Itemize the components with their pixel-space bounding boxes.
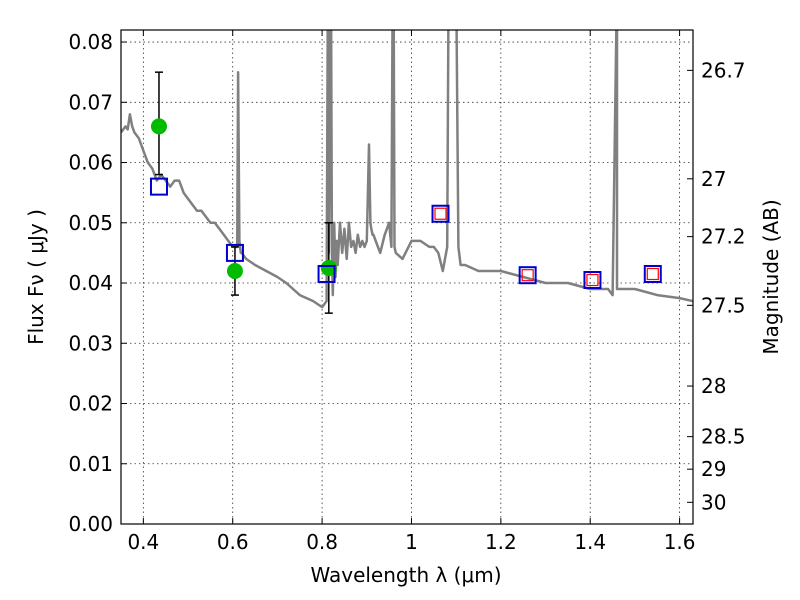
model-photometry-square-inner xyxy=(646,267,659,281)
right-tick-label: 30 xyxy=(701,490,726,514)
right-y-axis-label: Magnitude (AB) xyxy=(759,199,783,354)
model-photometry-square xyxy=(149,177,168,196)
right-tick-label: 28.5 xyxy=(701,425,746,449)
model-photometry-square xyxy=(225,243,244,262)
y-tick-label: 0.03 xyxy=(68,331,113,355)
y-tick-label: 0.04 xyxy=(68,271,113,295)
y-tick-label: 0.06 xyxy=(68,151,113,175)
model-photometry-square xyxy=(583,271,602,290)
y-tick-label: 0.02 xyxy=(68,392,113,416)
y-tick-label: 0.07 xyxy=(68,90,113,114)
observed-point xyxy=(150,118,167,135)
right-tick-label: 28 xyxy=(701,374,726,398)
plot-frame xyxy=(120,29,694,525)
model-photometry-square xyxy=(431,204,450,223)
grid-lines xyxy=(121,30,693,525)
model-spectrum-line xyxy=(121,30,693,309)
y-axis-label: Flux Fν ( μJy ) xyxy=(24,209,48,345)
model-photometry-square xyxy=(317,264,336,283)
right-tick-label: 29 xyxy=(701,457,726,481)
y-tick-label: 0.05 xyxy=(68,211,113,235)
y-tick-label: 0.00 xyxy=(68,512,113,536)
right-tick-label: 27 xyxy=(701,167,726,191)
right-tick-label: 27.2 xyxy=(701,225,746,249)
observed-point xyxy=(226,262,243,279)
y-tick-label: 0.01 xyxy=(68,452,113,476)
x-tick-label: 0.4 xyxy=(127,530,159,554)
model-photometry-square-inner xyxy=(521,269,534,282)
model-photometry-square-inner xyxy=(434,207,447,220)
x-axis-label: Wavelength λ (μm) xyxy=(310,563,501,587)
x-tick-label: 0.6 xyxy=(217,530,249,554)
x-tick-label: 1.4 xyxy=(574,530,606,554)
x-tick-label: 1 xyxy=(405,530,418,554)
right-tick-label: 27.5 xyxy=(701,293,746,317)
x-tick-label: 0.8 xyxy=(306,530,338,554)
x-tick-label: 1.2 xyxy=(485,530,517,554)
model-photometry-square-inner xyxy=(586,273,599,287)
right-tick-label: 26.7 xyxy=(701,58,746,82)
observed-point xyxy=(320,259,337,276)
data-series xyxy=(121,30,693,314)
model-photometry-square xyxy=(643,264,662,283)
axes: 0.4 0.6 0.8 1 1.2 1.4 1.6 0.00 0.01 0.02 0.03 0.04 0… xyxy=(68,29,746,554)
model-photometry-square xyxy=(518,266,537,285)
x-tick-label: 1.6 xyxy=(664,530,696,554)
y-tick-label: 0.08 xyxy=(68,30,113,54)
